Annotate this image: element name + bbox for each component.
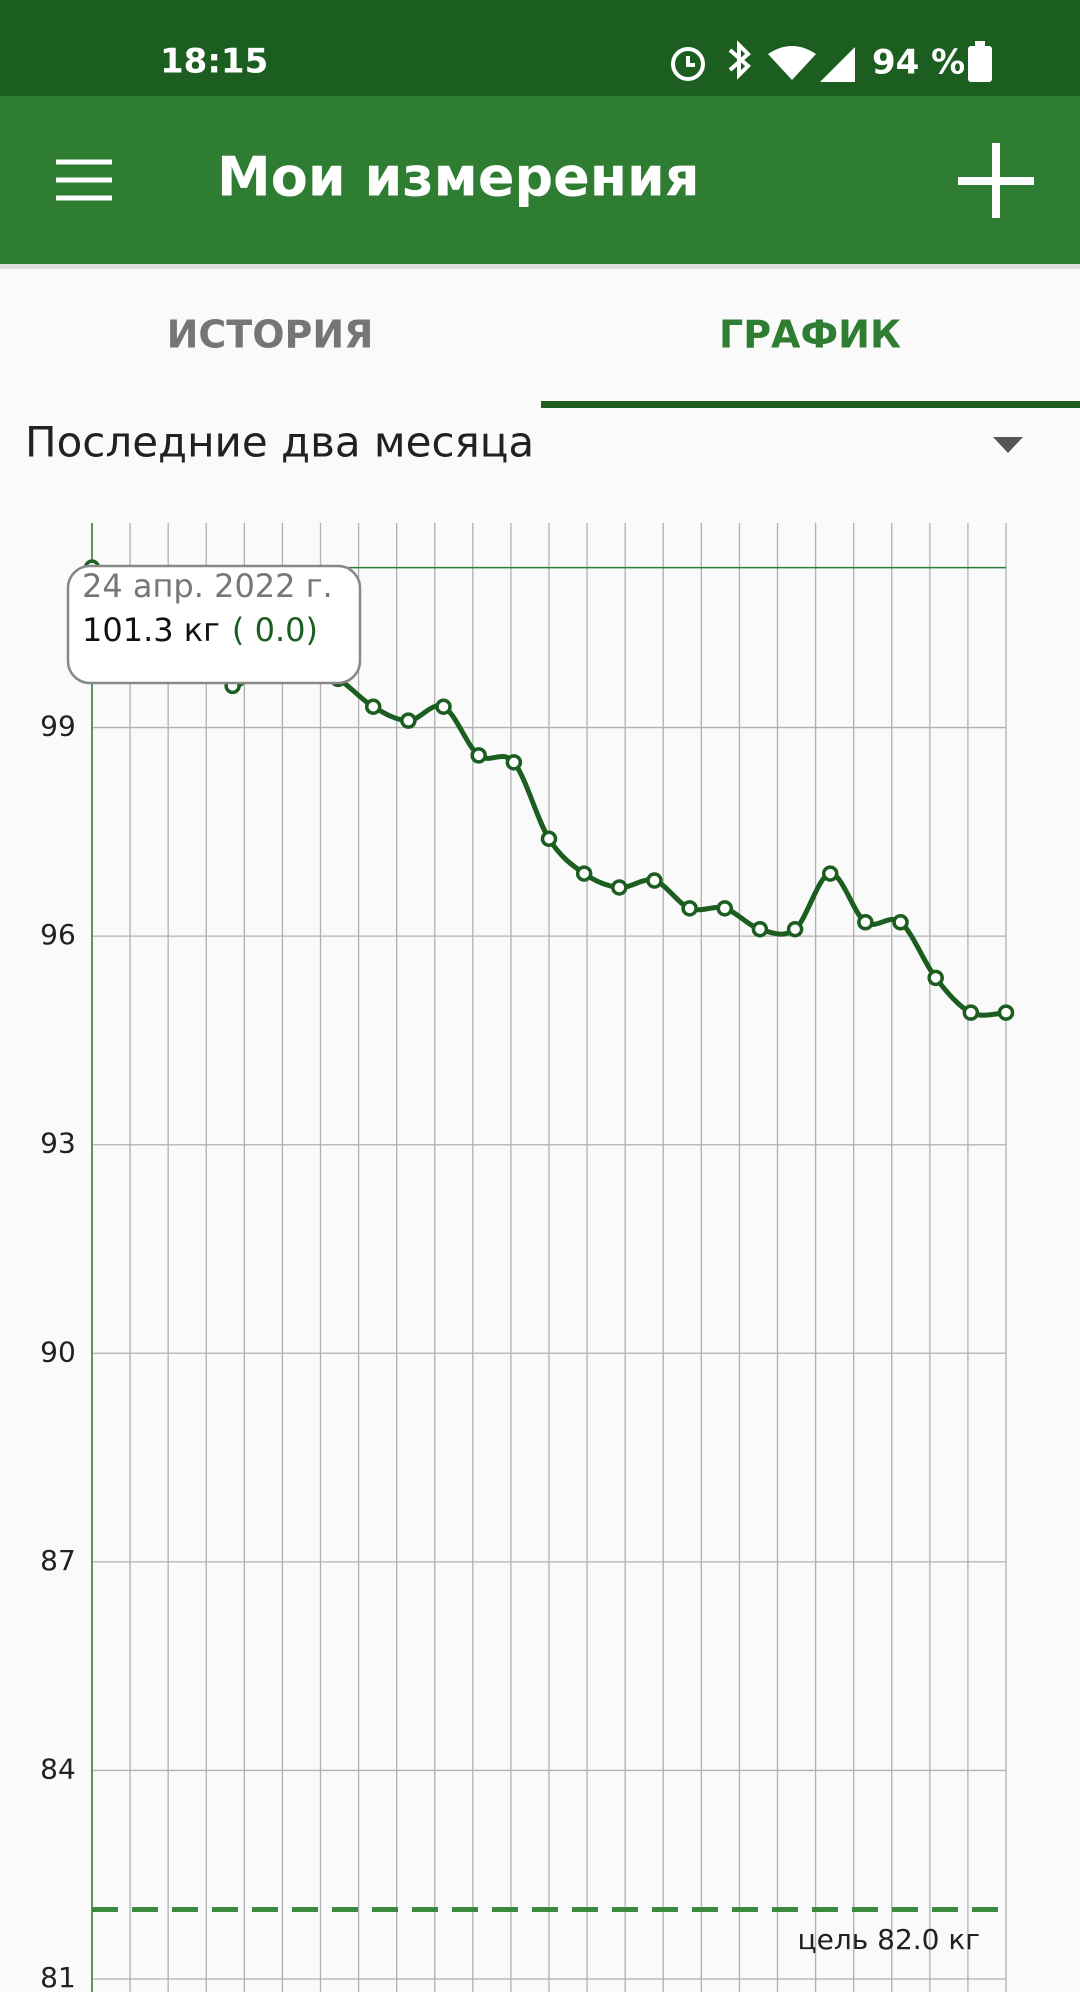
signal-icon [820, 47, 855, 82]
add-button[interactable] [958, 143, 1034, 218]
data-point [540, 830, 558, 848]
tab-selected[interactable]: ГРАФИК [719, 313, 901, 357]
data-point [364, 698, 382, 715]
tooltip-weight: 101.3 кг [82, 611, 220, 649]
status-bar [0, 0, 1080, 96]
data-point [681, 900, 698, 917]
tab-indicator [541, 401, 1080, 408]
y-tick-label: 96 [40, 918, 76, 951]
data-point [786, 920, 804, 938]
tooltip-change: ( 0.0) [232, 611, 318, 649]
data-point [400, 712, 417, 729]
tooltip-box [66, 564, 362, 685]
tooltip-value: 101.3 кг ( 0.0) [82, 611, 318, 649]
y-tick-label: 99 [40, 710, 76, 743]
period-dropdown[interactable]: Последние два месяца [25, 418, 534, 467]
data-point [470, 747, 487, 764]
y-tick-label: 81 [40, 1961, 76, 1992]
data-point [892, 913, 909, 931]
data-point [575, 865, 593, 882]
data-point [751, 920, 769, 938]
y-tick-label: 87 [40, 1544, 76, 1577]
y-tick-label: 84 [40, 1752, 76, 1785]
data-point [611, 879, 628, 896]
app-title: Мои измерения [217, 146, 700, 209]
time: 18:15 [160, 42, 268, 82]
data-point [997, 1004, 1015, 1021]
tooltip-date: 24 апр. 2022 г. [82, 567, 333, 605]
app-bar [0, 96, 1080, 264]
tab[interactable]: ИСТОРИЯ [167, 313, 374, 357]
goal-label: цель 82.0 кг [798, 1923, 980, 1956]
data-point [927, 969, 944, 987]
wifi-icon [768, 46, 816, 80]
battery-tip [975, 41, 985, 47]
data-point [857, 913, 874, 931]
data-point [435, 698, 452, 715]
battery-level: 94 % [872, 43, 965, 83]
data-point [962, 1004, 980, 1021]
data-point [646, 872, 663, 889]
app-bar-shadow [0, 264, 1080, 269]
y-tick-label: 93 [40, 1127, 76, 1160]
data-point [821, 865, 839, 882]
dropdown-arrow[interactable] [993, 437, 1023, 453]
menu-button[interactable] [56, 159, 112, 201]
battery-icon [968, 46, 992, 82]
data-point [505, 754, 523, 771]
status-icons [671, 40, 751, 81]
chart: 81 84 87 90 93 96 99 цель 82.0 кг 24 апр. 2022 г… [40, 523, 1015, 1992]
data-point [716, 900, 734, 917]
y-tick-label: 90 [40, 1335, 76, 1368]
